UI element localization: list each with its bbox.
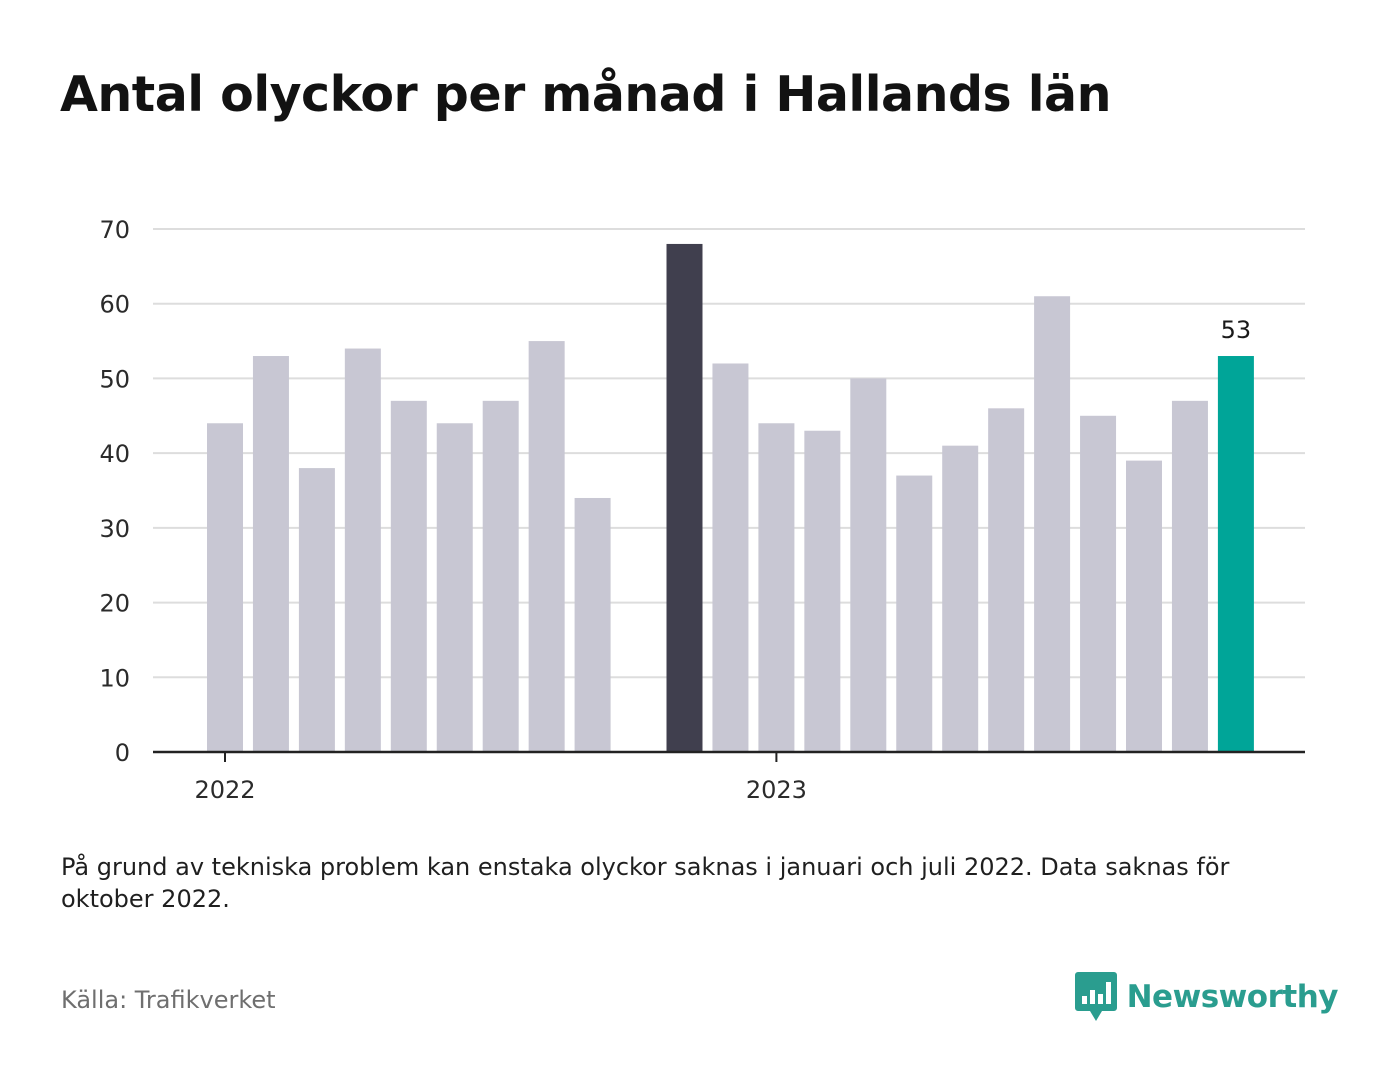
data-label: 53	[1221, 316, 1252, 344]
y-tick-label: 30	[99, 515, 130, 543]
bar	[850, 378, 887, 752]
bar	[758, 423, 795, 752]
x-tick-label: 2023	[746, 776, 807, 804]
bar	[482, 400, 519, 752]
y-tick-label: 50	[99, 365, 130, 393]
y-tick-label: 0	[115, 739, 130, 767]
bar	[896, 475, 933, 752]
bar	[390, 400, 427, 752]
bar	[988, 408, 1025, 752]
y-tick-label: 20	[99, 590, 130, 618]
bar	[207, 423, 243, 752]
y-tick-label: 40	[99, 440, 130, 468]
bar	[1126, 460, 1162, 752]
bar	[252, 356, 289, 752]
bar	[1034, 296, 1071, 752]
chart-footnote: På grund av tekniska problem kan enstaka…	[61, 853, 1230, 913]
bar	[344, 348, 381, 752]
bar	[298, 468, 335, 752]
bar	[712, 363, 749, 752]
brand-name: Newsworthy	[1126, 979, 1339, 1015]
bar	[1171, 400, 1208, 752]
bar	[1080, 415, 1117, 752]
bar	[666, 243, 703, 752]
bar	[436, 423, 473, 752]
newsworthy-bar-chart-icon	[1074, 972, 1117, 1021]
bar-chart: 0 10 20 30 40 50 60 70 53 2022 2023	[99, 216, 1305, 804]
source-text: Källa: Trafikverket	[61, 986, 276, 1014]
bar	[574, 497, 611, 752]
bar	[528, 341, 565, 752]
chart-title: Antal olyckor per månad i Hallands län	[60, 66, 1112, 123]
bar	[804, 430, 841, 752]
bar	[942, 445, 979, 752]
y-tick-label: 10	[99, 664, 130, 692]
y-tick-label: 70	[99, 216, 130, 244]
bar	[1217, 356, 1254, 752]
x-tick-label: 2022	[194, 776, 255, 804]
y-tick-label: 60	[99, 291, 130, 319]
brand-logo: Newsworthy	[1074, 972, 1339, 1022]
